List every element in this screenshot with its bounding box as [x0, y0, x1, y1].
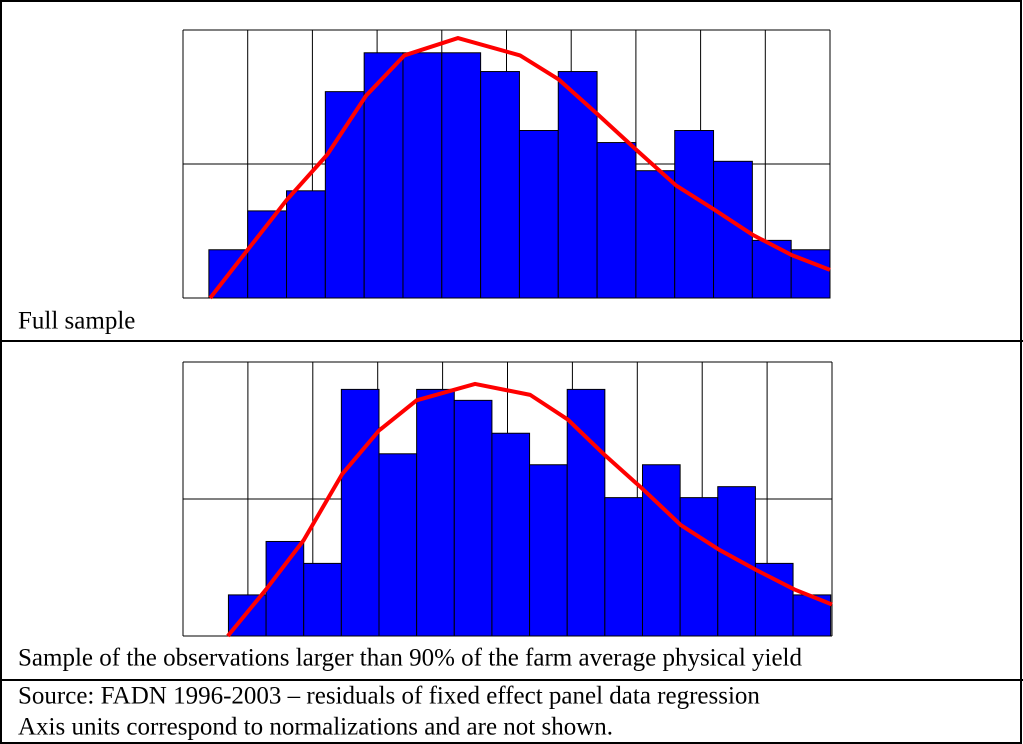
- bar: [679, 497, 719, 637]
- bar: [674, 130, 715, 299]
- fit-curve: [208, 36, 831, 300]
- bar: [751, 239, 792, 299]
- bar: [378, 453, 418, 637]
- note: Axis units correspond to normalizations …: [18, 714, 613, 741]
- fit-curve: [226, 381, 833, 638]
- source: Source: FADN 1996-2003 – residuals of fi…: [18, 683, 760, 710]
- bar: [635, 170, 676, 299]
- bar: [529, 464, 568, 637]
- bar: [402, 52, 443, 299]
- caption: Sample of the observations larger than 9…: [18, 645, 802, 672]
- bar: [416, 388, 455, 637]
- bar: [557, 71, 598, 299]
- bar: [265, 540, 305, 637]
- bar: [641, 464, 681, 637]
- bar: [324, 91, 365, 299]
- bar: [604, 497, 643, 637]
- bar: [441, 52, 482, 299]
- bar: [480, 71, 520, 299]
- caption: Full sample: [18, 308, 135, 335]
- bar: [303, 562, 342, 637]
- bar: [754, 562, 794, 637]
- bar: [518, 130, 559, 299]
- bar: [286, 190, 326, 299]
- bar: [596, 142, 637, 299]
- bar: [340, 388, 380, 637]
- bar: [491, 432, 531, 637]
- bar: [453, 399, 493, 637]
- bar: [566, 388, 606, 637]
